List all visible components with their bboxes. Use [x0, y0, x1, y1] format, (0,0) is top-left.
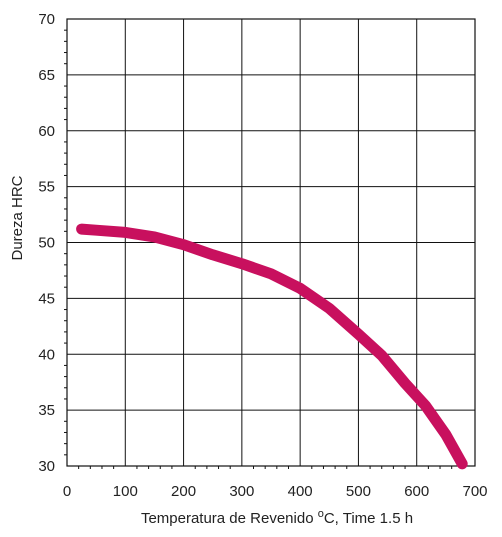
series-point-0-9 — [329, 308, 330, 309]
x-axis-title-prefix: Temperatura de Revenido — [141, 510, 318, 527]
y-tick-label-0: 30 — [38, 458, 55, 475]
series-point-0-13 — [425, 405, 426, 406]
y-tick-label-3: 45 — [38, 290, 55, 307]
x-axis-title-degree: o — [318, 508, 324, 520]
series-point-0-2 — [125, 232, 126, 233]
x-tick-label-0: 0 — [63, 483, 71, 500]
x-axis-title: Temperatura de Revenido oC, Time 1.5 h — [141, 508, 413, 527]
series-point-0-15 — [462, 463, 463, 464]
series-point-0-10 — [358, 334, 359, 335]
series-point-0-4 — [183, 244, 184, 245]
tick-label-layer: 0 100 200 300 400 500 600 700 30 35 40 45 50 55 60 65 70 — [38, 11, 487, 500]
y-tick-label-6: 60 — [38, 123, 55, 140]
grid-layer — [64, 18, 476, 469]
series-point-0-8 — [300, 288, 301, 289]
y-tick-label-7: 65 — [38, 67, 55, 84]
x-axis-title-suffix: C, Time 1.5 h — [324, 510, 413, 527]
y-tick-label-2: 40 — [38, 346, 55, 363]
series-point-0-1 — [96, 230, 97, 231]
y-tick-label-8: 70 — [38, 11, 55, 28]
x-tick-label-3: 300 — [229, 483, 254, 500]
x-tick-label-1: 100 — [113, 483, 138, 500]
x-tick-label-6: 600 — [404, 483, 429, 500]
series-point-0-7 — [271, 273, 272, 274]
x-tick-label-2: 200 — [171, 483, 196, 500]
series-point-0-5 — [212, 254, 213, 255]
x-tick-label-5: 500 — [346, 483, 371, 500]
series-point-0-6 — [241, 263, 242, 264]
series-point-0-3 — [154, 236, 155, 237]
series-point-0-11 — [381, 355, 382, 356]
series-point-0-0 — [81, 229, 82, 230]
y-axis-title: Dureza HRC — [9, 175, 26, 260]
series-line-0 — [76, 223, 468, 470]
series-point-0-12 — [405, 383, 406, 384]
plot-frame — [66, 18, 476, 467]
y-tick-label-5: 55 — [38, 179, 55, 196]
x-tick-label-4: 400 — [288, 483, 313, 500]
x-tick-label-7: 700 — [462, 483, 487, 500]
series-point-0-14 — [445, 434, 446, 435]
y-tick-label-1: 35 — [38, 402, 55, 419]
y-tick-label-4: 50 — [38, 235, 55, 252]
series-layer — [76, 223, 468, 470]
